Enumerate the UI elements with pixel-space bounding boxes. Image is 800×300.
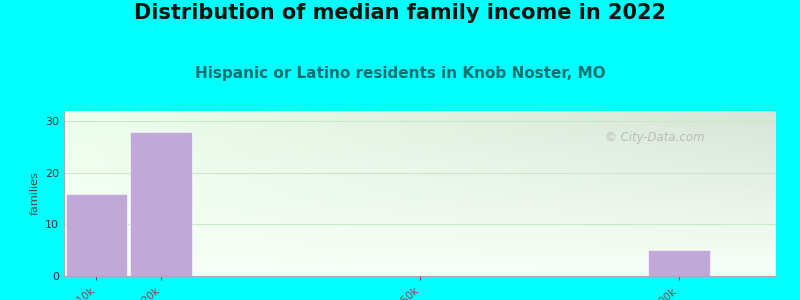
Text: Hispanic or Latino residents in Knob Noster, MO: Hispanic or Latino residents in Knob Nos…: [194, 66, 606, 81]
Bar: [66, 194, 127, 276]
Y-axis label: families: families: [30, 172, 39, 215]
Bar: [130, 132, 192, 276]
Bar: [648, 250, 710, 276]
Text: © City-Data.com: © City-Data.com: [605, 131, 705, 144]
Text: Distribution of median family income in 2022: Distribution of median family income in …: [134, 3, 666, 23]
